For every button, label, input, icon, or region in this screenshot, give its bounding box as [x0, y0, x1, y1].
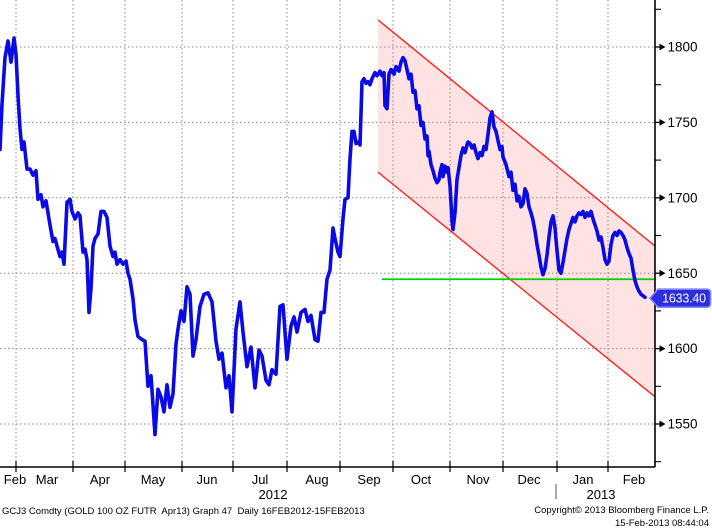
y-tick-arrow-icon — [659, 269, 666, 277]
month-label: Apr — [90, 472, 111, 487]
month-label: May — [141, 472, 166, 487]
y-tick-label: 1750 — [668, 115, 698, 130]
copyright-notice: Copyright© 2013 Bloomberg Finance L.P. — [534, 505, 709, 516]
timestamp: 15-Feb-2013 08:44:04 — [614, 518, 709, 529]
y-tick-label: 1700 — [668, 190, 698, 205]
y-tick-label: 1600 — [668, 341, 698, 356]
y-tick-arrow-icon — [659, 43, 666, 51]
y-tick-arrow-icon — [659, 345, 666, 352]
y-tick-label: 1550 — [668, 417, 698, 432]
month-label: Nov — [466, 472, 490, 487]
month-label: Jun — [197, 472, 218, 487]
y-tick-label: 1800 — [668, 40, 698, 55]
y-tick-label: 1650 — [668, 266, 698, 281]
last-price-text: 1633.40 — [662, 292, 706, 306]
trend-channel-fill[interactable] — [378, 19, 655, 397]
price-line — [0, 36, 647, 437]
month-label: Jul — [252, 472, 269, 487]
month-label: Sep — [357, 472, 380, 487]
year-label: 2012 — [259, 487, 288, 502]
trend-channel-lower-line[interactable] — [377, 171, 656, 398]
month-label: Jan — [573, 472, 594, 487]
month-label: Oct — [411, 472, 432, 487]
month-label: Mar — [36, 472, 59, 487]
trend-channel-upper-line[interactable] — [377, 19, 656, 247]
y-tick-arrow-icon — [659, 420, 666, 428]
year-label: 2013 — [587, 487, 616, 502]
month-label: Feb — [4, 472, 26, 487]
month-label: Aug — [305, 472, 328, 487]
month-label: Feb — [623, 472, 645, 487]
last-price-label[interactable] — [648, 288, 712, 309]
y-tick-arrow-icon — [659, 119, 666, 126]
chart-description: GCJ3 Comdty (GOLD 100 OZ FUTR Apr13) Gra… — [2, 506, 365, 517]
y-tick-arrow-icon — [659, 194, 666, 202]
month-label: Dec — [517, 472, 541, 487]
